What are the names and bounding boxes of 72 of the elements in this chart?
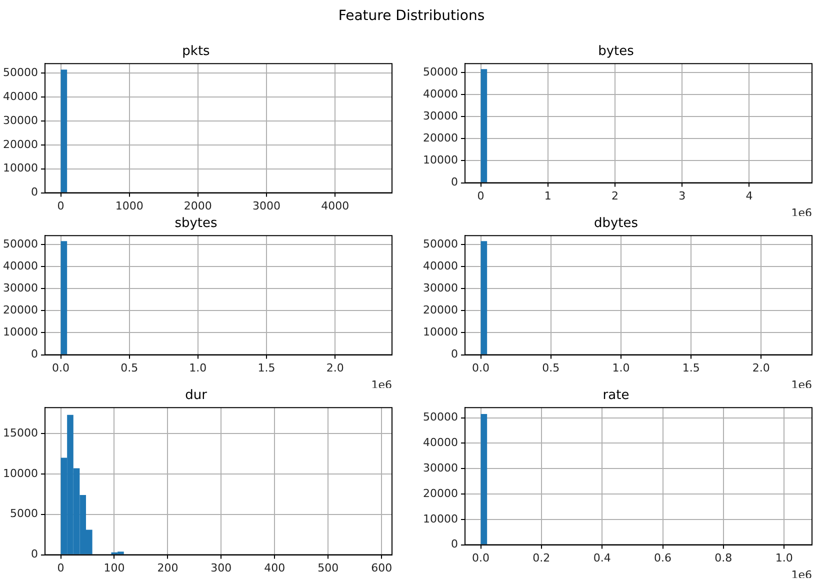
x-tick-label: 0.0 [52,361,70,374]
x-tick-label: 1000 [115,199,144,212]
text: Feature Distributions [337,8,486,24]
y-tick-label: 50000 [422,65,458,78]
y-tick-label: 40000 [2,259,38,272]
y-tick-label: 50000 [422,410,458,424]
y-tick-label: 10000 [422,326,458,339]
x-tick-label: 0.0 [472,361,490,374]
y-tick-label: 20000 [422,486,458,500]
x-tick-label: 500 [318,561,339,574]
x-tick-label: 0.0 [472,551,490,564]
x-tick-label: 0.6 [654,551,672,564]
x-tick-label: 2000 [184,199,212,212]
chart-title: dur [185,388,208,404]
y-tick-label: 40000 [422,87,458,100]
x-tick-label: 0.4 [593,551,611,564]
y-tick-label: 40000 [422,436,458,450]
y-tick-label: 30000 [2,281,38,294]
chart-title: pkts [182,44,210,60]
y-tick-label: 40000 [2,90,38,103]
y-tick-label: 30000 [422,109,458,122]
x-tick-label: 2.0 [752,361,770,374]
y-tick-label: 20000 [422,304,458,317]
x-tick-label: 100 [104,561,125,574]
x-tick-label: 0 [57,199,64,212]
y-tick-label: 0 [30,348,38,361]
x-tick-label: 300 [210,561,232,574]
x-tick-label: 1 [544,189,552,202]
x-tick-label: 0.5 [120,361,138,374]
y-tick-label: 10000 [422,512,458,526]
y-tick-label: 10000 [422,154,458,167]
chart-title: rate [602,388,630,404]
x-tick-label: 0 [57,561,64,574]
x-tick-label: 4 [746,189,753,202]
x-tick-label: 0.2 [532,551,550,564]
x-tick-label: 0.8 [714,551,732,564]
x-tick-label: 1.0 [612,361,630,374]
x-tick-label: 1.5 [682,361,700,374]
x-tick-label: 0.5 [542,361,560,374]
x-tick-label: 2.0 [326,361,344,374]
y-tick-label: 10000 [2,162,38,175]
y-tick-label: 0 [450,348,458,361]
y-tick-label: 20000 [2,304,38,317]
x-tick-label: 0 [477,189,484,202]
y-tick-label: 30000 [2,114,38,127]
x-tick-label: 600 [371,561,392,574]
x-tick-label: 1.0 [189,361,207,374]
y-tick-label: 20000 [422,132,458,145]
y-tick-label: 40000 [422,259,458,272]
x-tick-label: 2 [612,189,619,202]
chart-title: sbytes [174,216,218,232]
y-tick-label: 20000 [2,138,38,151]
y-tick-label: 30000 [422,461,458,474]
y-tick-label: 50000 [422,237,458,250]
y-tick-label: 15000 [2,426,38,440]
x-tick-label: 1.5 [258,361,276,374]
y-tick-label: 0 [450,176,458,189]
y-tick-label: 5000 [10,507,38,520]
y-tick-label: 0 [450,538,458,551]
y-tick-label: 10000 [2,326,38,339]
x-tick-label: 400 [264,561,286,574]
x-tick-label: 3 [678,189,686,202]
y-tick-label: 50000 [2,237,38,250]
chart-title: bytes [598,44,634,60]
y-tick-label: 10000 [2,466,38,480]
y-tick-label: 30000 [422,281,458,294]
x-tick-label: 200 [157,561,178,574]
x-tick-label: 1.0 [775,551,793,564]
y-tick-label: 50000 [2,66,38,80]
chart-title: dbytes [594,216,638,232]
x-tick-label: 4000 [321,199,350,212]
x-tick-label: 3000 [252,199,280,212]
